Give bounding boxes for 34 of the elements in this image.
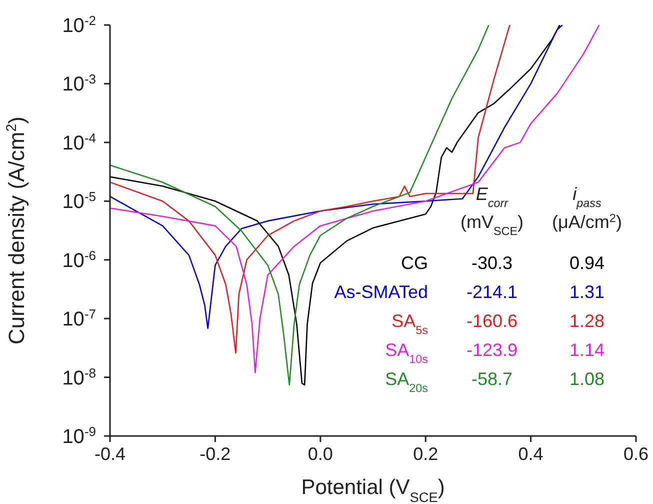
y-tick-label: 10$^{-2}$ [62, 12, 96, 37]
annotation: i$_{pass}$ [572, 184, 602, 210]
annotation: -214.1 [466, 282, 518, 302]
y-tick-label: 10$^{-4}$ [62, 130, 96, 154]
y-tick-label: 10$^{-7}$ [62, 306, 96, 331]
annotation: -58.7 [471, 369, 513, 389]
annotation: 1.08 [569, 369, 605, 389]
x-tick-label: -0.4 [94, 444, 126, 464]
x-tick-label: -0.2 [200, 444, 231, 464]
annotation: 1.14 [569, 340, 605, 360]
annotation: -160.6 [466, 311, 518, 331]
annotation: 1.28 [569, 311, 605, 331]
y-tick-label: 10$^{-5}$ [62, 188, 96, 214]
annotation: E$_{corr}$ [476, 184, 510, 210]
annotation: -30.3 [471, 253, 513, 273]
annotation: (μA/cm$^{2}$) [552, 212, 622, 232]
x-tick-label: 0.0 [308, 444, 333, 464]
series-label: CG [401, 253, 428, 273]
annotation: 0.94 [569, 253, 605, 273]
y-tick-label: 10$^{-6}$ [62, 247, 96, 272]
text: SA$_{20s}$ [385, 369, 428, 394]
annotation: -123.9 [466, 340, 518, 360]
y-tick-label: 10$^{-9}$ [62, 424, 96, 448]
x-axis-title: Potential (V$_{SCE}$) [301, 476, 445, 504]
y-tick-label: 10$^{-3}$ [62, 71, 96, 96]
annotation: 1.31 [569, 282, 605, 302]
text: As-SMATed [334, 282, 428, 302]
x-tick-label: 0.2 [413, 444, 438, 464]
y-tick-label: 10$^{-8}$ [62, 364, 96, 390]
x-tick-label: 0.4 [518, 444, 544, 464]
text: SA$_{5s}$ [392, 311, 428, 336]
text: SA$_{10s}$ [385, 340, 428, 366]
annotation: (mV$_{SCE}$) [460, 212, 524, 238]
x-tick-label: 0.6 [623, 444, 649, 464]
